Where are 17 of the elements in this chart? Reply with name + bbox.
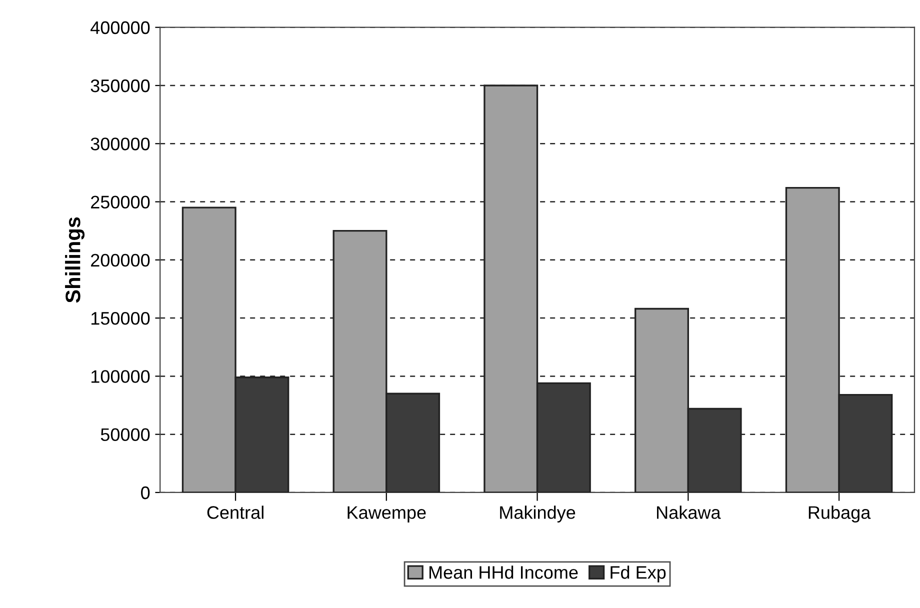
y-tick-label: 100000 bbox=[91, 370, 150, 383]
x-tick-label: Rubaga bbox=[808, 506, 871, 523]
x-tick-label: Makindye bbox=[500, 506, 576, 523]
y-tick-label: 50000 bbox=[100, 428, 150, 442]
y-tick-label: 200000 bbox=[91, 254, 150, 267]
y-tick-label: 150000 bbox=[91, 312, 150, 325]
y-tick-label: 250000 bbox=[91, 196, 150, 208]
x-tick-label: Kawempe bbox=[348, 506, 426, 523]
legend-label: Fd Exp bbox=[610, 566, 666, 582]
y-tick-label: 400000 bbox=[90, 21, 150, 34]
x-tick-label: Central bbox=[207, 506, 264, 519]
x-tick-label: Nakawa bbox=[657, 506, 721, 519]
y-axis-title: Shillings bbox=[65, 217, 85, 303]
y-tick-label: 300000 bbox=[90, 138, 150, 150]
legend-label: Mean HHd Income bbox=[429, 566, 578, 579]
y-tick-label: 0 bbox=[141, 486, 150, 500]
y-tick-label: 350000 bbox=[90, 79, 150, 92]
